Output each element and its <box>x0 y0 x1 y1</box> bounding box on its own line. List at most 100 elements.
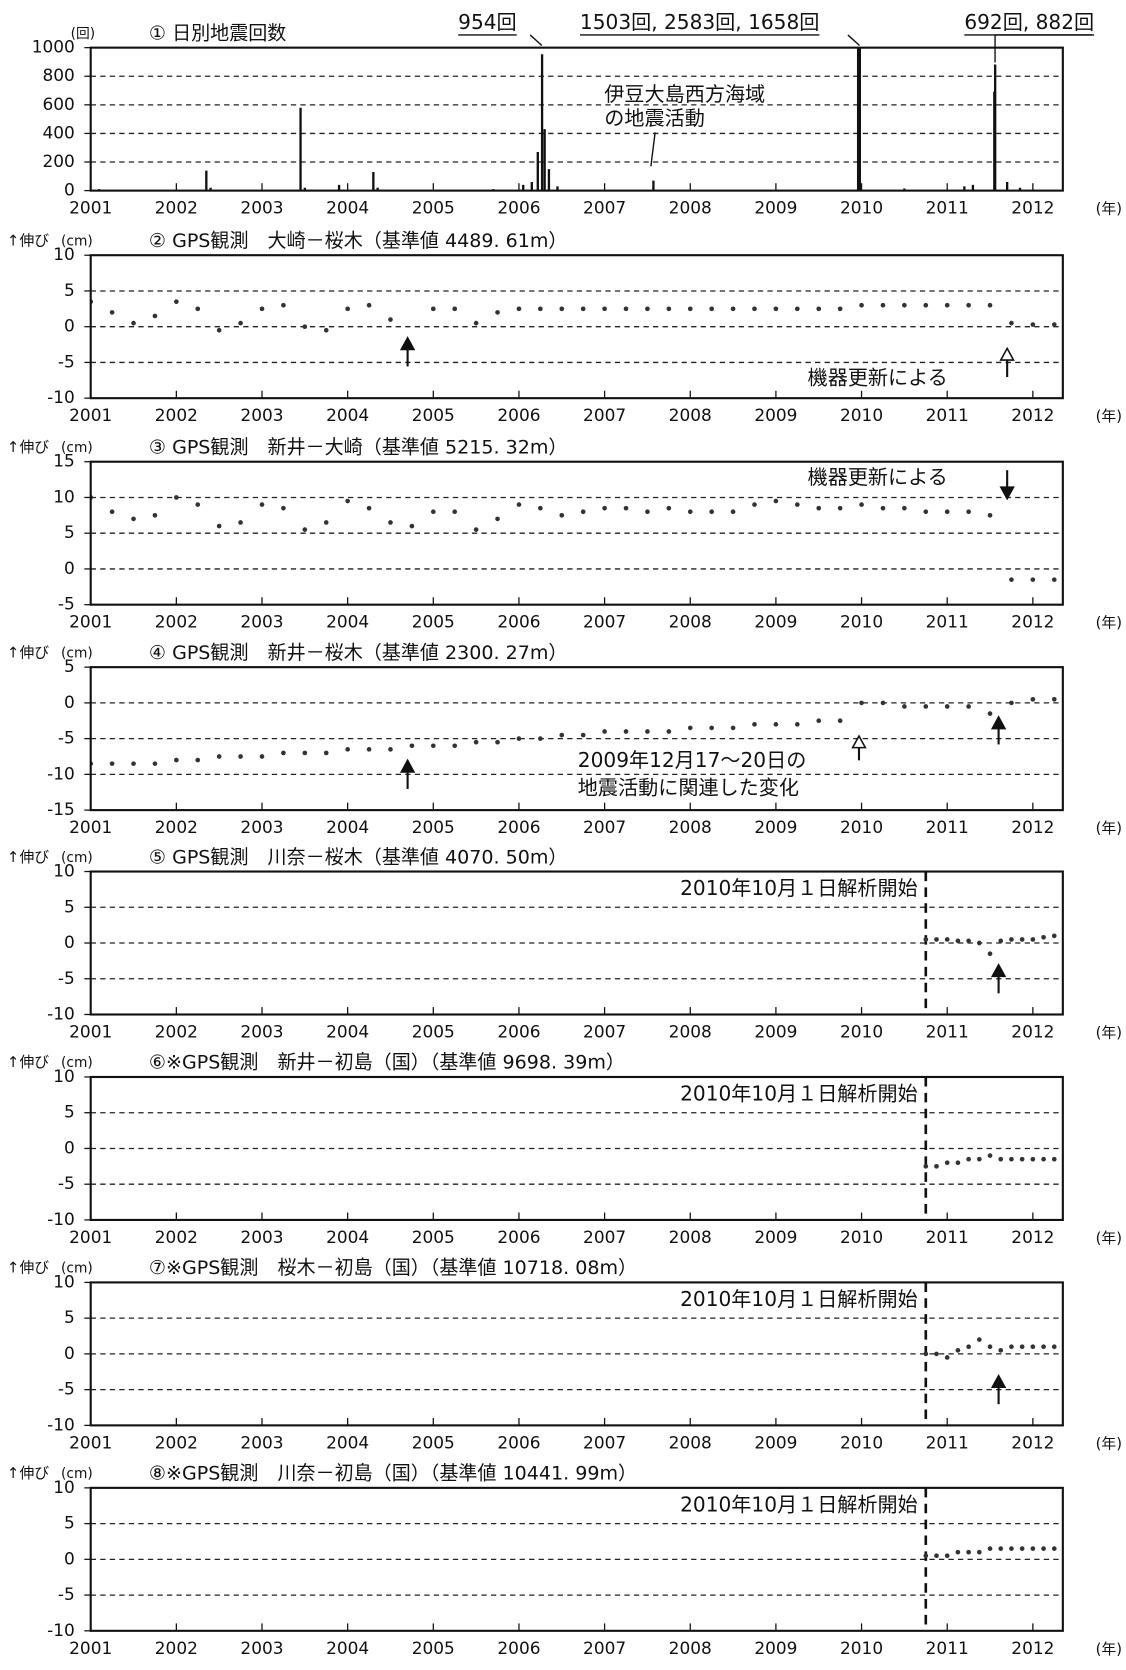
point <box>976 1156 982 1162</box>
x-tick-label: 2004 <box>326 1638 369 1658</box>
x-tick-label: 2002 <box>155 612 198 632</box>
marks <box>90 299 1057 333</box>
y-tick-label: 0 <box>64 932 75 952</box>
y-tick-label: -5 <box>58 1584 75 1604</box>
point <box>944 302 950 308</box>
plot-frame <box>89 254 1064 400</box>
point <box>1030 1344 1036 1350</box>
marks <box>923 1337 1057 1360</box>
arrow-head <box>990 963 1007 978</box>
point <box>976 1337 982 1342</box>
x-tick-label: 2002 <box>155 1227 198 1247</box>
x-unit: (年) <box>1096 1230 1122 1247</box>
point <box>238 320 243 326</box>
y-tick-label: 10 <box>53 1271 75 1291</box>
y-tick-label: 15 <box>53 451 75 471</box>
point <box>902 704 907 709</box>
panel-title: ⑧※GPS観測 川奈－初島（国）（基準値 10441. 99m） <box>149 1463 637 1485</box>
y-unit: (cm) <box>61 233 93 249</box>
point <box>538 736 543 741</box>
point <box>730 725 736 731</box>
point <box>409 523 415 529</box>
x-unit: (年) <box>1096 1025 1122 1042</box>
x-tick-label: 2002 <box>155 817 198 837</box>
x-tick-label: 2009 <box>754 405 797 425</box>
y-tick-label: 0 <box>64 558 75 578</box>
y-label: ↑伸び <box>7 1465 49 1482</box>
y-tick-label: 10 <box>53 486 75 506</box>
point <box>323 750 329 756</box>
x-tick-label: 2003 <box>240 1432 283 1452</box>
x-tick-label: 2001 <box>69 1227 112 1247</box>
x-tick-label: 2006 <box>497 198 540 218</box>
point <box>473 320 479 326</box>
point <box>955 1347 961 1353</box>
y-tick-label: 10 <box>53 1066 75 1086</box>
x-tick-label: 2011 <box>926 1432 969 1452</box>
y-tick-label: -10 <box>47 1003 75 1023</box>
x-tick-label: 2007 <box>583 817 626 837</box>
x-tick-label: 2006 <box>497 1021 540 1041</box>
point <box>345 306 350 312</box>
annotation: 2010年10月１日解析開始 <box>680 1081 918 1105</box>
x-tick-label: 2009 <box>754 817 797 837</box>
y-tick-label: -10 <box>47 1620 75 1640</box>
x-tick-label: 2008 <box>669 198 712 218</box>
point <box>559 306 565 312</box>
point <box>923 509 929 515</box>
point <box>976 1549 982 1555</box>
point <box>1009 1344 1014 1350</box>
y-tick-label: 800 <box>42 65 74 85</box>
point <box>816 505 822 511</box>
point <box>131 761 136 766</box>
point <box>966 704 971 709</box>
point <box>409 743 415 749</box>
arrow-head <box>990 1373 1007 1389</box>
point <box>816 306 822 312</box>
y-tick-label: 10 <box>53 1477 75 1497</box>
point <box>623 729 629 734</box>
point <box>752 722 757 727</box>
x-tick-label: 2001 <box>69 1638 112 1658</box>
x-tick-label: 2005 <box>412 1021 455 1041</box>
point <box>216 754 222 759</box>
point <box>966 302 971 308</box>
x-tick-label: 2008 <box>669 817 712 837</box>
x-tick-label: 2006 <box>497 612 540 632</box>
point <box>944 509 950 515</box>
marks <box>923 1546 1057 1559</box>
point <box>976 940 982 946</box>
point <box>538 306 543 312</box>
x-tick-label: 2010 <box>840 1432 883 1452</box>
point <box>281 750 286 756</box>
point <box>666 505 672 511</box>
panel-title: ⑦※GPS観測 桜木－初島（国）（基準値 10718. 08m） <box>149 1257 637 1279</box>
annotation: 2009年12月17～20日の <box>578 748 807 772</box>
point <box>1009 700 1014 706</box>
y-tick-label: -10 <box>47 763 75 783</box>
plot-frame <box>89 666 1064 812</box>
x-tick-label: 2004 <box>326 405 369 425</box>
point <box>859 700 864 706</box>
point <box>966 1344 971 1350</box>
arrow-head <box>399 758 416 773</box>
point <box>709 306 714 312</box>
annotation: 機器更新による <box>808 465 948 489</box>
point <box>1019 1156 1025 1162</box>
x-tick-label: 2008 <box>669 612 712 632</box>
y-label: ↑伸び <box>7 439 49 456</box>
point <box>752 502 757 507</box>
point <box>1009 937 1014 942</box>
point <box>687 306 693 312</box>
point <box>880 302 886 308</box>
y-tick-label: 5 <box>64 896 75 916</box>
y-tick-label: -10 <box>47 1209 75 1229</box>
leader-line <box>847 34 860 47</box>
panel-title: ③ GPS観測 新井－大崎（基準値 5215. 32m） <box>149 436 568 458</box>
x-tick-label: 2007 <box>583 198 626 218</box>
point <box>923 1351 929 1357</box>
point <box>1030 937 1036 942</box>
point <box>602 729 607 734</box>
x-tick-label: 2012 <box>1011 1227 1054 1247</box>
point <box>516 306 522 312</box>
